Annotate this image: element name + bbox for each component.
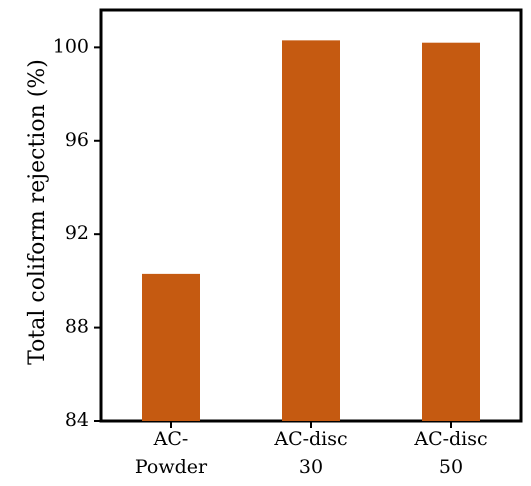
x-tick-label: AC-disc 30: [273, 428, 347, 478]
x-tick-label-line: AC-: [153, 428, 189, 450]
y-tick-label: 96: [65, 129, 89, 151]
x-tick-label-line: 50: [439, 456, 463, 478]
x-tick-label-line: AC-disc: [273, 428, 347, 450]
y-tick-label: 88: [65, 316, 89, 338]
x-tick-label: AC-disc 50: [413, 428, 487, 478]
bar-1: [142, 273, 200, 421]
x-tick-label: AC- Powder: [135, 428, 208, 478]
x-tick-label-line: AC-disc: [413, 428, 487, 450]
bar-3: [422, 42, 480, 422]
y-tick-label: 92: [65, 222, 89, 244]
x-tick-label-line: 30: [299, 456, 323, 478]
y-axis-label: Total coliform rejection (%): [25, 59, 50, 365]
x-tick-label-line: Powder: [135, 456, 208, 478]
plot-area: 84 88 92 96 100 AC- Powder AC-disc 30 AC-disc 50: [53, 8, 523, 478]
bar-2: [282, 40, 340, 421]
y-tick-label: 100: [53, 35, 89, 57]
y-tick-label: 84: [65, 409, 89, 431]
